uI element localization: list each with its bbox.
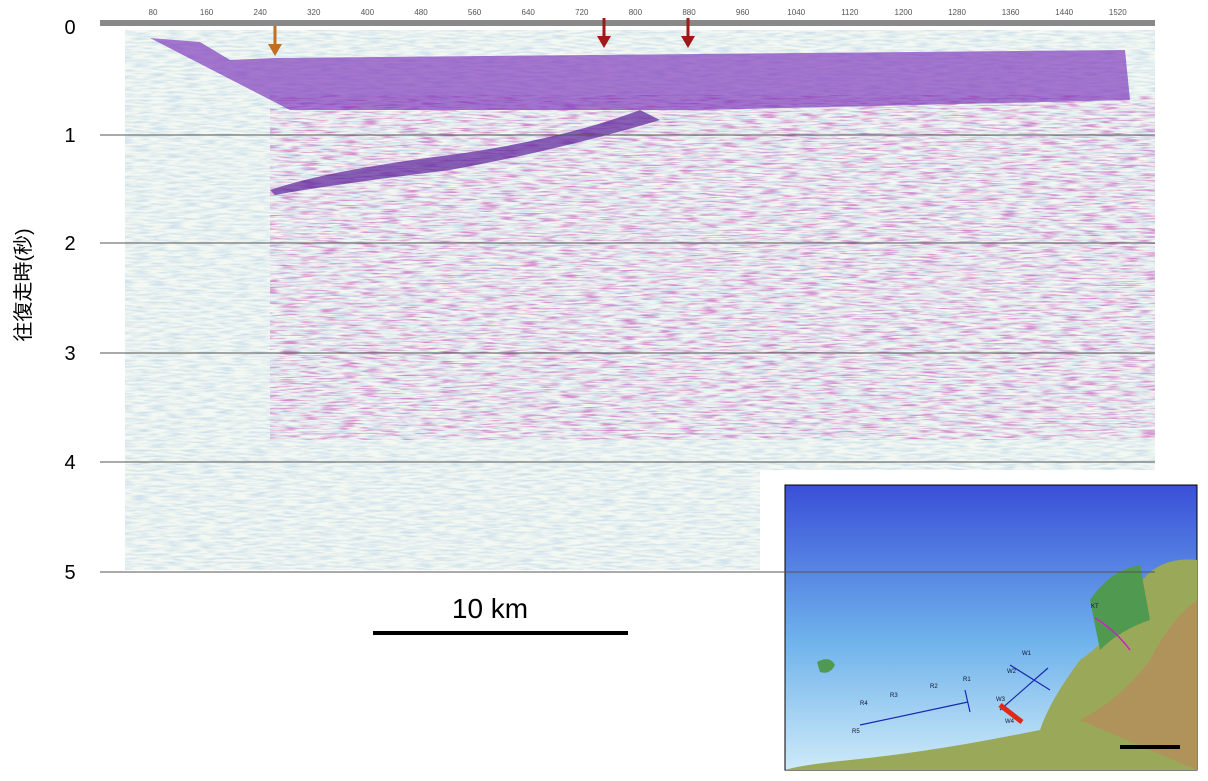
map-label: W4 (1005, 719, 1015, 725)
y-tick-label: 2 (64, 233, 75, 255)
y-tick-label: 3 (64, 343, 75, 365)
top-tick-label: 1360 (1002, 8, 1020, 17)
top-tick-label: 1520 (1109, 8, 1127, 17)
map-scale (1120, 745, 1180, 749)
top-tick-label: 880 (682, 8, 696, 17)
map-label: R4 (860, 701, 868, 707)
map-inset (760, 470, 1208, 781)
axis-title: 往復走時(秒) (12, 228, 35, 341)
map-label: KT (1091, 604, 1099, 610)
top-tick-label: 160 (200, 8, 214, 17)
map-label: R1 (963, 677, 971, 683)
figure: 往復走時(秒) 10 km 0 1 2 3 4 5 80 160 240 320 400 480 560… (0, 0, 1208, 781)
map-label: W1 (1022, 651, 1032, 657)
y-tick-label: 5 (64, 562, 75, 584)
y-tick-label: 1 (64, 125, 75, 147)
top-ruler (100, 20, 1155, 26)
y-tick-label: 4 (64, 452, 75, 474)
top-tick-label: 960 (736, 8, 750, 17)
scale-bar-label: 10 km (452, 593, 528, 624)
top-tick-label: 1200 (895, 8, 913, 17)
top-tick-label: 1280 (948, 8, 966, 17)
top-tick-label: 240 (254, 8, 268, 17)
top-tick-label: 800 (629, 8, 643, 17)
page: 往復走時(秒) 10 km 0 1 2 3 4 5 80 160 240 320 400 480 560… (0, 0, 1208, 781)
map-label: R3 (890, 693, 898, 699)
map-label: R2 (930, 684, 938, 690)
map-label: W3 (996, 697, 1006, 703)
top-tick-label: 560 (468, 8, 482, 17)
top-tick-label: 1120 (841, 8, 859, 17)
top-tick-label: 1440 (1055, 8, 1073, 17)
top-tick-label: 320 (307, 8, 321, 17)
map-label: R5 (852, 729, 860, 735)
top-tick-label: 1040 (787, 8, 805, 17)
top-tick-label: 720 (575, 8, 589, 17)
y-tick-label: 0 (64, 17, 75, 39)
top-tick-label: 400 (361, 8, 375, 17)
top-tick-label: 640 (522, 8, 536, 17)
map-label: W2 (1007, 669, 1017, 675)
top-tick-label: 480 (414, 8, 428, 17)
top-tick-label: 80 (149, 8, 158, 17)
